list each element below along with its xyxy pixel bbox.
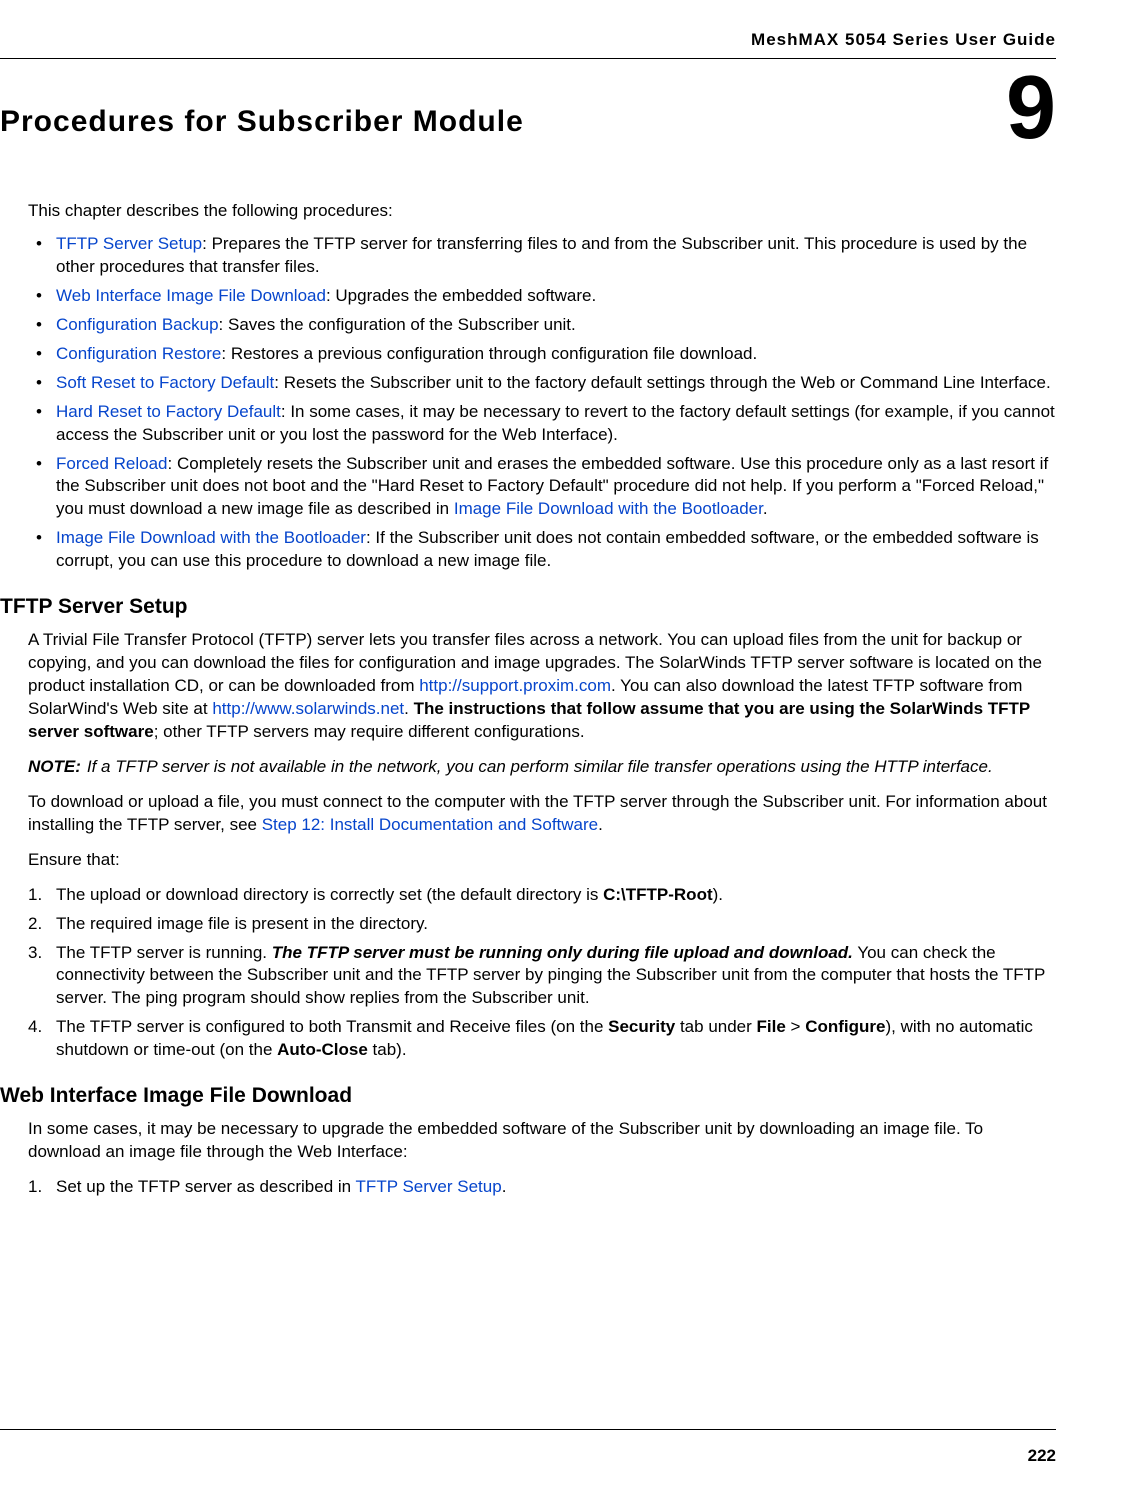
chapter-header: Procedures for Subscriber Module 9 bbox=[0, 69, 1056, 153]
forced-reload-link[interactable]: Forced Reload bbox=[56, 454, 168, 473]
web-interface-download-link[interactable]: Web Interface Image File Download bbox=[56, 286, 326, 305]
list-item-text: : Restores a previous configuration thro… bbox=[221, 344, 757, 363]
text: The TFTP server is configured to both Tr… bbox=[56, 1017, 608, 1036]
web-steps-list: Set up the TFTP server as described in T… bbox=[28, 1176, 1056, 1199]
text: The upload or download directory is corr… bbox=[56, 885, 603, 904]
list-item: Configuration Backup: Saves the configur… bbox=[28, 314, 1056, 337]
chapter-number: 9 bbox=[1006, 63, 1056, 153]
bold-italic-text: The TFTP server must be running only dur… bbox=[272, 943, 853, 962]
text: ). bbox=[713, 885, 723, 904]
text: The required image file is present in th… bbox=[56, 914, 428, 933]
list-item: Set up the TFTP server as described in T… bbox=[28, 1176, 1056, 1199]
list-item: TFTP Server Setup: Prepares the TFTP ser… bbox=[28, 233, 1056, 279]
text: . bbox=[404, 699, 413, 718]
list-item: Web Interface Image File Download: Upgra… bbox=[28, 285, 1056, 308]
image-file-bootloader-link[interactable]: Image File Download with the Bootloader bbox=[56, 528, 366, 547]
header-guide-title: MeshMAX 5054 Series User Guide bbox=[0, 30, 1056, 50]
soft-reset-link[interactable]: Soft Reset to Factory Default bbox=[56, 373, 274, 392]
list-item: Soft Reset to Factory Default: Resets th… bbox=[28, 372, 1056, 395]
page-number: 222 bbox=[1028, 1446, 1056, 1466]
text: . bbox=[502, 1177, 507, 1196]
list-item: The TFTP server is configured to both Tr… bbox=[28, 1016, 1056, 1062]
note-block: NOTE: If a TFTP server is not available … bbox=[28, 756, 1056, 779]
note-label: NOTE: bbox=[28, 756, 81, 779]
list-item: The upload or download directory is corr… bbox=[28, 884, 1056, 907]
tftp-section-heading: TFTP Server Setup bbox=[0, 595, 1056, 619]
text: ; other TFTP servers may require differe… bbox=[154, 722, 585, 741]
ensure-list: The upload or download directory is corr… bbox=[28, 884, 1056, 1063]
tftp-paragraph-2: To download or upload a file, you must c… bbox=[28, 791, 1056, 837]
list-item: Hard Reset to Factory Default: In some c… bbox=[28, 401, 1056, 447]
install-docs-link[interactable]: Step 12: Install Documentation and Softw… bbox=[262, 815, 598, 834]
note-body: If a TFTP server is not available in the… bbox=[87, 756, 993, 779]
chapter-title: Procedures for Subscriber Module bbox=[0, 105, 524, 139]
list-item-text: : Prepares the TFTP server for transferr… bbox=[56, 234, 1027, 276]
bold-text: Auto-Close bbox=[277, 1040, 368, 1059]
list-item-text: : Saves the configuration of the Subscri… bbox=[219, 315, 576, 334]
list-item: The TFTP server is running. The TFTP ser… bbox=[28, 942, 1056, 1011]
text: tab). bbox=[368, 1040, 407, 1059]
tftp-server-setup-link[interactable]: TFTP Server Setup bbox=[56, 234, 202, 253]
web-paragraph-1: In some cases, it may be necessary to up… bbox=[28, 1118, 1056, 1164]
tftp-paragraph-1: A Trivial File Transfer Protocol (TFTP) … bbox=[28, 629, 1056, 744]
bold-text: Security bbox=[608, 1017, 675, 1036]
image-file-bootloader-link[interactable]: Image File Download with the Bootloader bbox=[454, 499, 763, 518]
header-rule bbox=[0, 58, 1056, 59]
list-item: The required image file is present in th… bbox=[28, 913, 1056, 936]
web-section-heading: Web Interface Image File Download bbox=[0, 1084, 1056, 1108]
hard-reset-link[interactable]: Hard Reset to Factory Default bbox=[56, 402, 281, 421]
list-item-text: . bbox=[763, 499, 768, 518]
ensure-text: Ensure that: bbox=[28, 849, 1056, 872]
text: . bbox=[598, 815, 603, 834]
bold-text: Configure bbox=[805, 1017, 885, 1036]
footer-rule bbox=[0, 1429, 1056, 1430]
bullet-list: TFTP Server Setup: Prepares the TFTP ser… bbox=[28, 233, 1056, 573]
text: Set up the TFTP server as described in bbox=[56, 1177, 356, 1196]
page: MeshMAX 5054 Series User Guide Procedure… bbox=[0, 0, 1128, 1496]
proxim-support-link[interactable]: http://support.proxim.com bbox=[419, 676, 611, 695]
configuration-backup-link[interactable]: Configuration Backup bbox=[56, 315, 219, 334]
list-item-text: : Resets the Subscriber unit to the fact… bbox=[274, 373, 1050, 392]
solarwinds-link[interactable]: http://www.solarwinds.net bbox=[212, 699, 404, 718]
intro-text: This chapter describes the following pro… bbox=[28, 201, 1056, 221]
list-item: Configuration Restore: Restores a previo… bbox=[28, 343, 1056, 366]
bold-text: File bbox=[757, 1017, 786, 1036]
text: The TFTP server is running. bbox=[56, 943, 272, 962]
text: > bbox=[786, 1017, 805, 1036]
configuration-restore-link[interactable]: Configuration Restore bbox=[56, 344, 221, 363]
list-item-text: : Upgrades the embedded software. bbox=[326, 286, 596, 305]
list-item: Forced Reload: Completely resets the Sub… bbox=[28, 453, 1056, 522]
list-item: Image File Download with the Bootloader:… bbox=[28, 527, 1056, 573]
text: tab under bbox=[675, 1017, 756, 1036]
tftp-setup-link[interactable]: TFTP Server Setup bbox=[356, 1177, 502, 1196]
bold-text: C:\TFTP-Root bbox=[603, 885, 713, 904]
